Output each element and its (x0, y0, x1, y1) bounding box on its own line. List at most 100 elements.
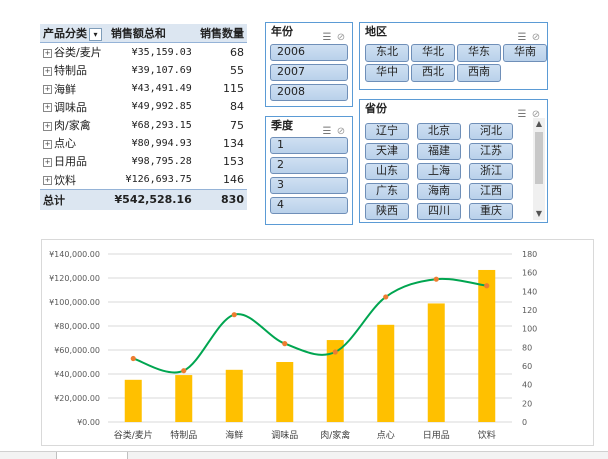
pivot-row-amount: ¥35,159.03 (131, 46, 192, 58)
multi-select-icon[interactable]: ☰ (517, 32, 527, 43)
pivot-header-category: 产品分类 ▾ (40, 24, 108, 44)
slicer-item-province[interactable]: 陕西 (365, 203, 409, 220)
pivot-row-amount: ¥68,293.15 (131, 119, 192, 131)
pivot-row-category[interactable]: + 海鲜 (40, 80, 108, 98)
line-point (231, 312, 237, 318)
scroll-thumb[interactable] (535, 132, 543, 184)
multi-select-icon[interactable]: ☰ (322, 126, 332, 137)
slicer-title: 季度 (271, 119, 293, 132)
expand-icon[interactable]: + (43, 176, 52, 186)
y-left-tick-label: ¥80,000.00 (54, 322, 100, 331)
expand-icon[interactable]: + (43, 121, 52, 131)
line-point (433, 276, 439, 282)
chart-canvas: ¥0.00 ¥20,000.00 ¥40,000.00 ¥60,000.00 ¥80,0… (49, 250, 537, 441)
expand-icon[interactable]: + (43, 85, 52, 95)
province-slicer: 省份 ☰ ⊘ 辽宁 北京 河北 天津 福建 江苏 山东 上海 浙江 广东 海南 江西 陕西 四川 重庆 ▲ ▼ (359, 99, 548, 223)
bar (276, 362, 294, 422)
pivot-row-category[interactable]: + 特制品 (40, 61, 108, 79)
slicer-item-province[interactable]: 四川 (417, 203, 461, 220)
slicer-item-province[interactable]: 福建 (417, 143, 461, 160)
pivot-row-category[interactable]: + 点心 (40, 134, 108, 152)
y-left-tick-label: ¥40,000.00 (54, 370, 100, 379)
line-point (181, 368, 187, 374)
slicer-item-province[interactable]: 江苏 (469, 143, 513, 160)
y-right-tick-label: 180 (522, 250, 537, 259)
multi-select-icon[interactable]: ☰ (517, 109, 527, 120)
slicer-item-province[interactable]: 辽宁 (365, 123, 409, 140)
pivot-header-amount: 销售额总和 (107, 24, 195, 44)
expand-icon[interactable]: + (43, 139, 52, 149)
slicer-item-quarter[interactable]: 4 (270, 197, 348, 214)
slicer-item-quarter[interactable]: 2 (270, 157, 348, 174)
pivot-row: + 点心 ¥80,994.93 134 (40, 134, 247, 152)
pivot-row-category[interactable]: + 肉/家禽 (40, 116, 108, 134)
x-category-label: 日用品 (423, 430, 450, 441)
scroll-up-icon[interactable]: ▲ (535, 119, 543, 128)
scroll-down-icon[interactable]: ▼ (535, 209, 543, 218)
slicer-item-province[interactable]: 浙江 (469, 163, 513, 180)
expand-icon[interactable]: + (43, 103, 52, 113)
province-scrollbar[interactable]: ▲ ▼ (533, 118, 545, 220)
slicer-item-year[interactable]: 2008 (270, 84, 348, 101)
slicer-item-province[interactable]: 河北 (469, 123, 513, 140)
slicer-item-region[interactable]: 西南 (457, 64, 501, 82)
slicer-item-region[interactable]: 东北 (365, 44, 409, 62)
slicer-item-province[interactable]: 天津 (365, 143, 409, 160)
pivot-category-label: 日用品 (54, 155, 87, 169)
slicer-item-region[interactable]: 华中 (365, 64, 409, 82)
filter-dropdown-icon[interactable]: ▾ (89, 27, 102, 41)
slicer-item-region[interactable]: 华北 (411, 44, 455, 62)
bar (175, 375, 193, 422)
x-category-label: 谷类/麦片 (114, 429, 153, 441)
pivot-row-qty: 153 (223, 154, 244, 168)
y-left-tick-label: ¥120,000.00 (49, 274, 100, 283)
x-category-label: 饮料 (478, 429, 496, 441)
y-right-tick-label: 120 (522, 306, 537, 315)
slicer-item-province[interactable]: 北京 (417, 123, 461, 140)
slicer-item-region[interactable]: 华南 (503, 44, 547, 62)
slicer-item-year[interactable]: 2007 (270, 64, 348, 81)
slicer-item-province[interactable]: 山东 (365, 163, 409, 180)
pivot-row: + 调味品 ¥49,992.85 84 (40, 98, 247, 116)
clear-filter-icon[interactable]: ⊘ (336, 32, 346, 43)
slicer-item-region[interactable]: 华东 (457, 44, 501, 62)
bar (225, 369, 243, 422)
expand-icon[interactable]: + (43, 157, 52, 167)
pivot-table: 产品分类 ▾ 销售额总和 销售数量 + 谷类/麦片 ¥35,159.03 68 + 特制品 ¥… (40, 24, 247, 210)
pivot-row-category[interactable]: + 日用品 (40, 152, 108, 170)
pivot-row-qty: 68 (230, 45, 244, 59)
pivot-category-label: 肉/家禽 (54, 119, 91, 133)
expand-icon[interactable]: + (43, 48, 52, 58)
sales-combo-chart[interactable]: ¥0.00 ¥20,000.00 ¥40,000.00 ¥60,000.00 ¥80,0… (41, 239, 594, 446)
pivot-total-qty: 830 (194, 188, 247, 210)
y-right-tick-label: 40 (522, 381, 532, 390)
clear-filter-icon[interactable]: ⊘ (531, 32, 541, 43)
year-slicer: 年份 ☰ ⊘ 2006 2007 2008 (265, 22, 353, 107)
pivot-row: + 饮料 ¥126,693.75 146 (40, 171, 247, 190)
pivot-row-category[interactable]: + 谷类/麦片 (40, 43, 108, 62)
multi-select-icon[interactable]: ☰ (322, 32, 332, 43)
sheet-tab[interactable] (56, 452, 128, 459)
clear-filter-icon[interactable]: ⊘ (336, 126, 346, 137)
y-right-tick-label: 140 (522, 287, 537, 296)
slicer-item-quarter[interactable]: 3 (270, 177, 348, 194)
slicer-item-region[interactable]: 西北 (411, 64, 455, 82)
x-category-label: 海鲜 (225, 429, 243, 441)
line-point (332, 349, 338, 355)
slicer-item-quarter[interactable]: 1 (270, 137, 348, 154)
slicer-item-province[interactable]: 重庆 (469, 203, 513, 220)
pivot-header-qty: 销售数量 (194, 24, 247, 44)
bar (326, 340, 344, 422)
pivot-row-category[interactable]: + 饮料 (40, 171, 108, 190)
slicer-item-province[interactable]: 广东 (365, 183, 409, 200)
slicer-item-province[interactable]: 上海 (417, 163, 461, 180)
expand-icon[interactable]: + (43, 66, 52, 76)
pivot-row-category[interactable]: + 调味品 (40, 98, 108, 116)
pivot-row-qty: 146 (223, 173, 244, 187)
x-category-label: 肉/家禽 (320, 429, 350, 441)
slicer-item-year[interactable]: 2006 (270, 44, 348, 61)
pivot-category-label: 点心 (54, 137, 76, 151)
clear-filter-icon[interactable]: ⊘ (531, 109, 541, 120)
slicer-item-province[interactable]: 江西 (469, 183, 513, 200)
slicer-item-province[interactable]: 海南 (417, 183, 461, 200)
